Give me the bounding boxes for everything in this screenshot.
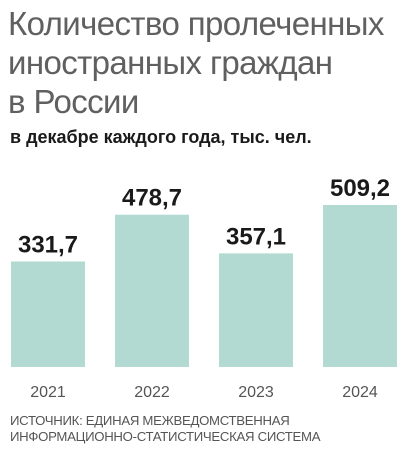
chart-title-line: Количество пролеченных <box>8 5 384 42</box>
source-line: ИНФОРМАЦИОННО-СТАТИСТИЧЕСКАЯ СИСТЕМА <box>10 428 321 444</box>
bar-2021 <box>11 261 85 367</box>
chart-title-line: иностранных граждан <box>8 44 333 81</box>
bar-chart: 331,7 2021 478,7 2022 357,1 2023 509,2 2024 <box>11 175 397 401</box>
data-label-2021: 331,7 <box>18 231 78 258</box>
bar-2024 <box>323 205 397 367</box>
x-tick-label-2024: 2024 <box>342 384 378 401</box>
data-label-2023: 357,1 <box>226 223 286 250</box>
data-label-2024: 509,2 <box>330 175 390 202</box>
data-label-2022: 478,7 <box>122 185 182 212</box>
bar-2022 <box>115 214 189 367</box>
x-tick-label-2021: 2021 <box>30 384 66 401</box>
chart-subtitle: в декабре каждого года, тыс. чел. <box>10 127 312 147</box>
chart-title: Количество пролеченных иностранных гражд… <box>8 4 400 121</box>
x-tick-label-2022: 2022 <box>134 384 170 401</box>
chart-title-line: в России <box>8 83 139 120</box>
source-note: ИСТОЧНИК: ЕДИНАЯ МЕЖВЕДОМСТВЕННАЯ ИНФОРМ… <box>10 413 402 444</box>
x-tick-label-2023: 2023 <box>238 384 274 401</box>
source-line: ИСТОЧНИК: ЕДИНАЯ МЕЖВЕДОМСТВЕННАЯ <box>10 413 290 428</box>
bar-2023 <box>219 253 293 367</box>
